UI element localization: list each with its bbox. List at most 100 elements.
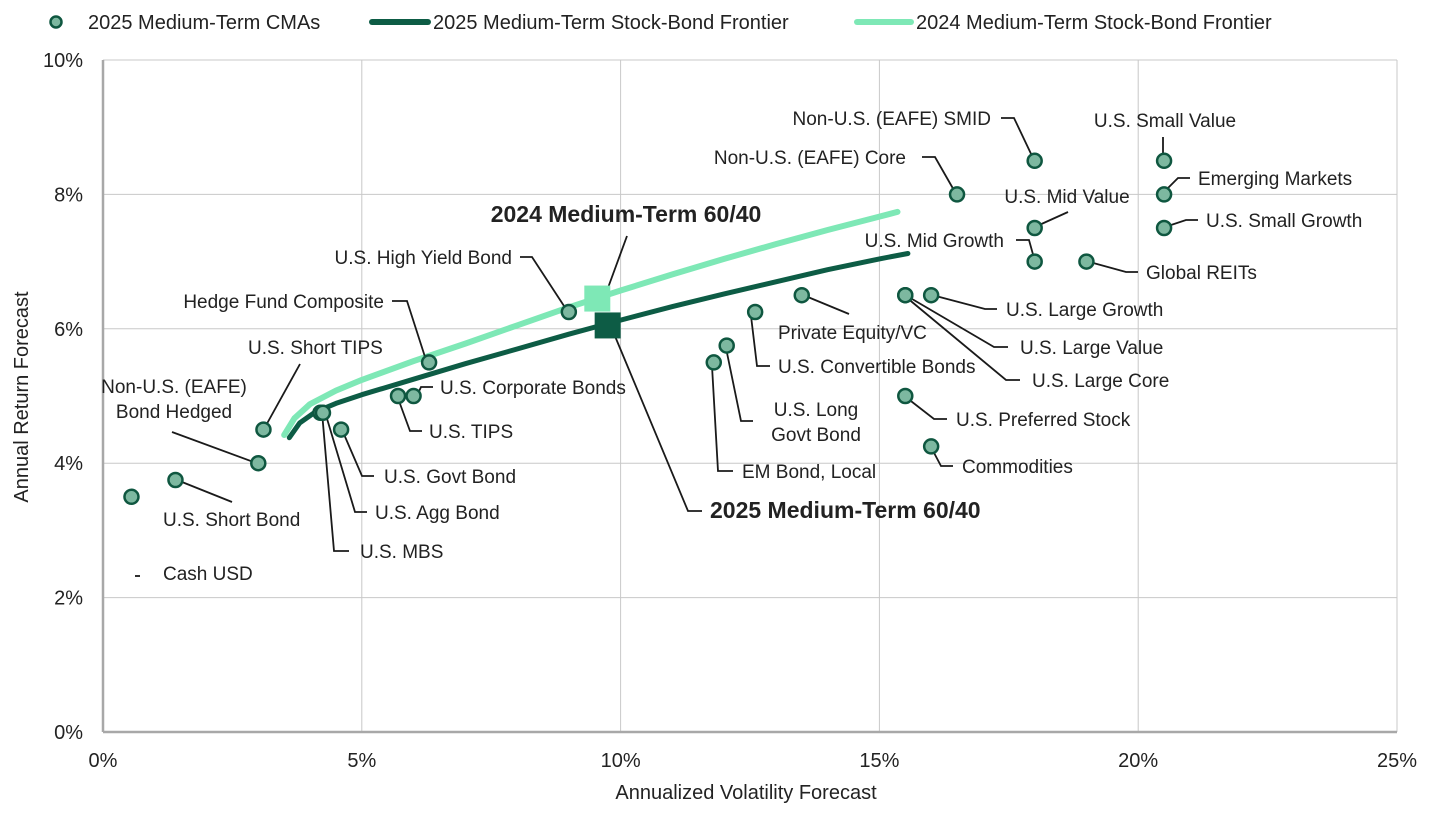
point-label: U.S. MBS	[360, 542, 443, 563]
point-label: U.S. Short TIPS	[248, 338, 383, 359]
point-label: U.S. Small Growth	[1206, 211, 1362, 232]
leader-line	[1016, 239, 1035, 259]
cma-point	[922, 438, 940, 455]
point-label: U.S. Small Value	[1094, 111, 1236, 132]
point-label: Private Equity/VC	[778, 323, 927, 344]
cma-point	[897, 286, 914, 304]
leader-line	[171, 431, 260, 465]
point-label: U.S. Agg Bond	[375, 503, 500, 524]
axes	[101, 60, 1397, 734]
point-label: U.S. Corporate Bonds	[440, 378, 626, 399]
x-tick-label: 15%	[859, 750, 899, 772]
cma-point	[123, 488, 140, 506]
leader-line	[392, 300, 427, 361]
leader-line	[324, 411, 367, 513]
cma-point	[746, 303, 764, 321]
cma-point	[167, 471, 184, 489]
leader-line	[1085, 260, 1138, 273]
leader-line	[1001, 117, 1034, 159]
cma-point	[255, 421, 272, 438]
x-tick-label: 25%	[1377, 750, 1417, 772]
portfolio-marker-p2024	[584, 285, 611, 312]
y-tick-label: 4%	[54, 453, 83, 475]
cma-point	[948, 186, 966, 203]
leader-line	[711, 365, 733, 472]
point-label: U.S. Govt Bond	[384, 467, 516, 488]
frontier-line-f2024	[281, 208, 901, 438]
cma-point	[1026, 253, 1043, 270]
cma-point	[793, 286, 811, 304]
leader-line	[1164, 219, 1198, 228]
grid-lines	[103, 59, 1398, 732]
point-label: U.S. Large Value	[1020, 338, 1163, 359]
cma-point	[718, 337, 735, 354]
leader-line	[931, 294, 997, 310]
leader-line	[931, 448, 953, 467]
leader-line	[750, 315, 770, 367]
y-tick-label: 0%	[54, 722, 83, 744]
point-label: Hedge Fund Composite	[183, 292, 384, 313]
leader-line	[1164, 177, 1190, 192]
cma-point	[922, 286, 940, 304]
cma-point	[1026, 219, 1043, 237]
point-labels: Cash USD U.S. Short Bond Non-U.S. (EAFE) Bo…	[101, 109, 1362, 585]
cma-point	[1155, 219, 1173, 237]
x-tick-label: 20%	[1118, 750, 1158, 772]
leader-line	[802, 294, 850, 315]
legend: 2025 Medium-Term CMAs 2025 Medium-Term St…	[49, 12, 1272, 34]
portfolio-markers	[584, 285, 621, 339]
cma-point	[1026, 152, 1043, 170]
leader-line	[263, 363, 301, 430]
point-label: EM Bond, Local	[742, 462, 876, 483]
leader-line	[342, 431, 374, 477]
leader-line	[398, 400, 422, 432]
cma-point	[897, 387, 914, 405]
legend-marker-cma	[49, 15, 63, 29]
cma-point	[250, 454, 267, 472]
cma-point	[705, 354, 723, 371]
leader-line	[922, 156, 956, 193]
portfolio-leader-line	[611, 328, 702, 512]
leader-line	[725, 347, 753, 422]
portfolio-marker-p2025	[594, 312, 621, 339]
point-label: U.S. Long Govt Bond	[771, 400, 861, 446]
point-label: U.S. Mid Value	[1004, 187, 1129, 208]
point-label: Cash USD	[163, 564, 253, 585]
point-label: U.S. Convertible Bonds	[778, 357, 976, 378]
y-axis-label: Annual Return Forecast	[11, 291, 33, 503]
legend-label: 2025 Medium-Term Stock-Bond Frontier	[433, 12, 789, 34]
leader-line	[906, 295, 1008, 348]
cma-point	[405, 387, 422, 405]
point-label: U.S. TIPS	[429, 422, 513, 443]
x-tick-label: 5%	[347, 750, 376, 772]
cma-point	[314, 404, 332, 422]
x-tick-label: 0%	[89, 750, 118, 772]
point-label: Commodities	[962, 457, 1073, 478]
portfolio-label: 2025 Medium-Term 60/40	[710, 497, 981, 523]
portfolio-label: 2024 Medium-Term 60/40	[491, 201, 762, 227]
x-axis-label: Annualized Volatility Forecast	[615, 782, 877, 804]
point-label: U.S. Large Core	[1032, 371, 1169, 392]
y-tick-label: 8%	[54, 184, 83, 206]
cma-point	[560, 303, 578, 321]
label-leader-lines	[135, 117, 1198, 577]
point-label: Non-U.S. (EAFE) SMID	[793, 109, 991, 130]
y-tick-label: 6%	[54, 319, 83, 341]
cma-point	[332, 421, 350, 438]
cma-point	[1078, 253, 1095, 270]
cma-point	[1155, 152, 1173, 170]
point-label: U.S. High Yield Bond	[335, 248, 512, 269]
y-tick-label: 10%	[43, 50, 83, 72]
legend-label: 2024 Medium-Term Stock-Bond Frontier	[916, 12, 1272, 34]
point-label: U.S. Preferred Stock	[956, 410, 1131, 431]
cma-point	[420, 354, 438, 371]
point-label: U.S. Mid Growth	[865, 231, 1004, 252]
point-label: Non-U.S. (EAFE) Bond Hedged	[101, 377, 247, 423]
point-label: U.S. Short Bond	[163, 510, 300, 531]
point-label: U.S. Large Growth	[1006, 300, 1163, 321]
leader-line	[520, 256, 567, 310]
legend-label: 2025 Medium-Term CMAs	[88, 12, 320, 34]
leader-line	[1036, 211, 1069, 227]
y-tick-label: 2%	[54, 588, 83, 610]
point-label: Global REITs	[1146, 263, 1257, 284]
